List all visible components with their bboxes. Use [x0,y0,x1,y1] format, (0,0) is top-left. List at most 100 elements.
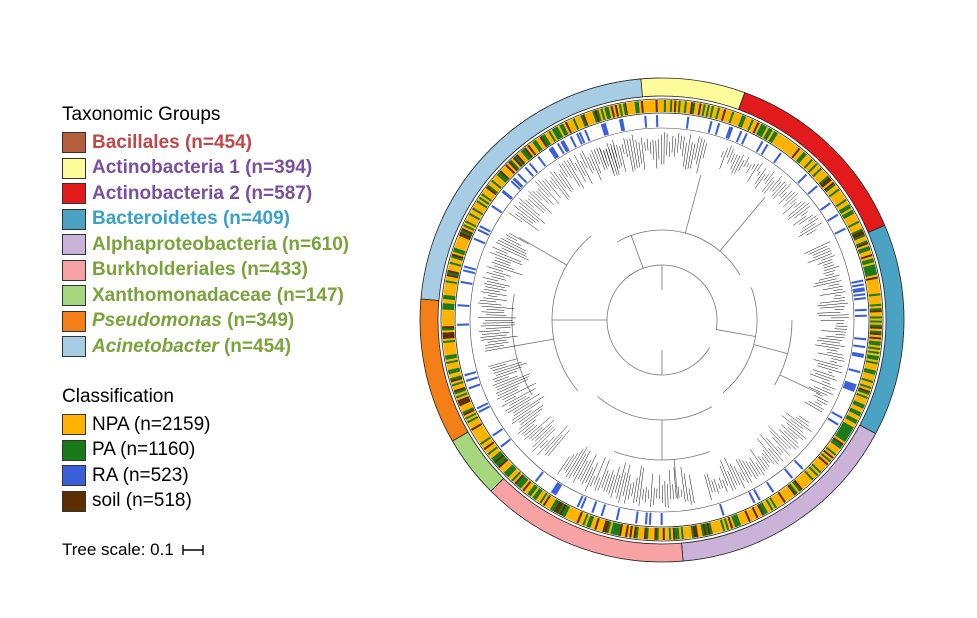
tree-tip [793,215,807,226]
class-stripe [455,241,468,248]
class-stripe [754,122,762,135]
ra-stripe [854,337,867,341]
class-stripe [500,168,512,179]
class-stripe [861,256,874,262]
class-stripe [600,108,606,121]
class-stripe [840,425,852,434]
tree-tip [486,309,505,311]
tree-branch [488,358,518,367]
class-stripe [823,181,835,192]
class-stripe [622,103,628,116]
class-stripe [850,405,863,413]
tree-tip [580,160,593,184]
class-stripe [855,240,868,247]
taxonomic-legend-title: Taxonomic Groups [62,104,221,125]
class-stripe [475,201,487,211]
tree-tip [603,473,610,492]
class-stripe [819,454,830,465]
tree-tip [493,271,511,277]
class-stripe [786,143,796,155]
class-stripe [456,394,469,401]
tree-tip [594,477,601,491]
ra-stripe [807,185,818,195]
class-stripe [451,380,464,387]
class-stripe [839,206,852,215]
class-stripe [562,122,571,135]
ra-stripe [464,371,477,377]
tree-tip [717,483,721,490]
class-stripe [453,386,466,393]
tree-tip [816,311,841,314]
taxonomic-legend-label: Actinobacteria 1 (n=394) [92,157,312,179]
ra-stripe [463,265,476,271]
class-stripe [869,318,882,321]
ra-stripe [528,162,539,174]
class-stripe [869,320,882,323]
class-stripe [586,515,593,528]
class-stripe [806,467,817,478]
class-stripe [663,100,667,113]
tree-tip [501,247,529,261]
class-stripe [555,126,564,138]
class-stripe [749,507,757,520]
tree-tip [696,139,705,174]
class-stripe [783,487,793,499]
class-stripe [463,223,475,232]
tree-tip [563,160,581,187]
tree-tip [559,163,568,178]
class-stripe [443,294,456,299]
taxonomic-legend-item: Acinetobacter (n=454) [62,334,349,360]
tree-tip [818,337,843,341]
class-stripe [559,503,567,516]
class-stripe [622,524,627,537]
class-stripe [706,522,711,535]
tree-tip [585,467,594,484]
class-stripe [852,232,865,240]
class-stripe [518,478,529,489]
class-stripe [697,103,702,116]
class-stripe [472,426,485,435]
class-stripe [639,526,643,540]
tree-tip [719,148,728,170]
class-stripe [515,475,526,486]
class-stripe [727,516,734,529]
class-stripe [624,524,629,538]
tree-tip [505,234,518,241]
tree-tip [513,402,530,414]
class-stripe [848,409,861,417]
tree-tip [726,145,733,158]
class-stripe [520,479,530,491]
tree-tip [742,460,752,477]
class-stripe [861,377,874,384]
class-stripe [503,165,514,176]
class-stripe [760,502,768,514]
class-stripe [525,483,535,494]
tree-tip [485,327,511,329]
class-stripe [868,338,882,342]
class-stripe [519,151,529,162]
class-stripe [734,113,741,126]
tree-tip [561,163,572,179]
class-stripe [775,135,784,147]
class-stripe [703,104,709,117]
tree-tip [589,153,602,181]
class-stripe [488,182,500,193]
class-stripe [860,381,873,388]
tree-tip [622,464,631,497]
class-stripe [497,458,509,469]
class-stripe [867,348,880,353]
tree-tip [808,401,824,410]
class-stripe [491,450,502,461]
tree-tip [810,379,836,390]
class-stripe [817,456,829,466]
tree-tip [518,404,544,423]
tree-tip [713,478,719,494]
taxonomic-legend-item: Xanthomonadaceae (n=147) [62,283,349,309]
class-ring-border [454,112,870,528]
class-stripe [765,499,774,511]
tree-tip [491,261,515,270]
group-count: (n=433) [240,259,308,281]
class-stripe [726,110,733,123]
class-stripe [793,479,803,491]
tree-tip [598,147,606,165]
